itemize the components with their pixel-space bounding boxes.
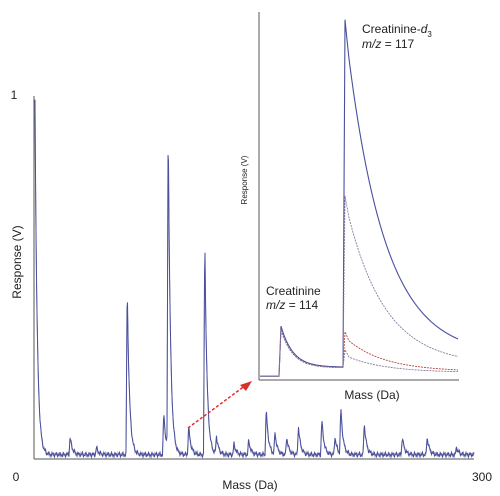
inset-plot: Response (V) Mass (Da) Creatinine m/z = … — [240, 10, 464, 402]
main-plot: 0 300 1 Mass (Da) Response (V) — [10, 88, 492, 492]
x-tick-label-min: 0 — [13, 470, 20, 484]
x-tick-label-max: 300 — [472, 470, 492, 484]
inset-trace-1 — [260, 19, 459, 377]
inset-y-axis-label: Response (V) — [240, 155, 249, 204]
annotation-creatinine: Creatinine — [266, 284, 321, 298]
annotation-creatinine-d3: Creatinine-d3 — [362, 22, 432, 39]
main-spectrum-trace — [34, 99, 475, 460]
inset-x-axis-label: Mass (Da) — [344, 388, 399, 402]
inset-trace-4 — [260, 329, 459, 377]
main-x-axis-label: Mass (Da) — [222, 478, 277, 492]
y-tick-label-max: 1 — [11, 88, 18, 102]
arrow-head — [240, 381, 252, 391]
inset-trace-2 — [260, 195, 459, 377]
inset-background — [258, 10, 464, 381]
zoom-arrow — [187, 381, 252, 429]
arrow-line — [187, 384, 247, 429]
annotation-creatinine-mz: m/z = 114 — [266, 298, 318, 312]
main-y-axis-label: Response (V) — [10, 225, 24, 298]
inset-trace-3 — [260, 329, 458, 377]
annotation-creatinine-d3-mz: m/z = 117 — [362, 37, 414, 51]
